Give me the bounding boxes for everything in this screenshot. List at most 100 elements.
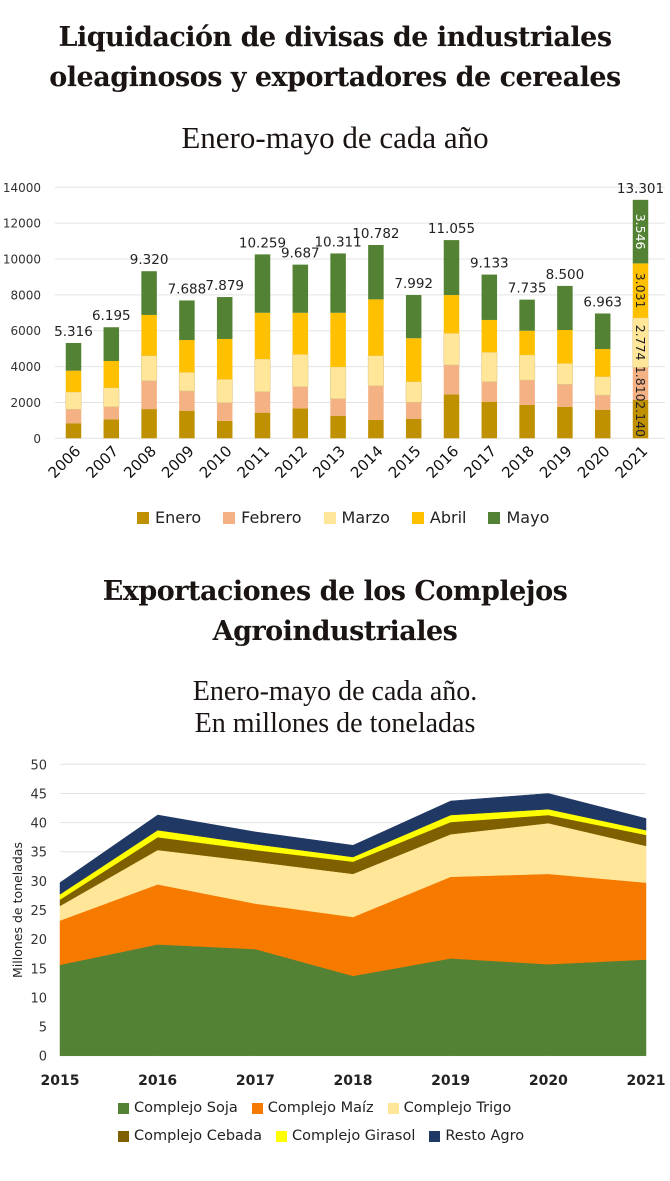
legend-label: Complejo Cebada (134, 1128, 263, 1144)
bar-segment-febrero (443, 364, 460, 395)
x-tick-label: 2019 (431, 1073, 470, 1089)
bar-segment-marzo (594, 376, 611, 396)
bar-segment-febrero (632, 367, 649, 400)
y-tick-label: 20 (30, 933, 47, 948)
bar-segment-marzo (103, 387, 120, 408)
bar-segment-mayo (141, 271, 157, 315)
bar-segment-enero (216, 420, 233, 439)
area-complejo-cebada (59, 814, 647, 907)
x-tick-label: 2021 (627, 1073, 666, 1089)
bar-total-label: 9.687 (281, 246, 320, 262)
x-tick-label: 2015 (41, 1073, 80, 1089)
chart2-legend-row2: Complejo Cebada Complejo Girasol Resto Agr… (118, 1128, 538, 1144)
x-tick-label: 2008 (120, 442, 160, 482)
bar-segment-mayo (443, 240, 460, 296)
y-tick-label: 0 (33, 432, 41, 446)
bar-segment-enero (292, 408, 309, 439)
bar-segment-mayo (481, 274, 498, 320)
bar-segment-mayo (405, 295, 422, 339)
bar-segment-enero (254, 412, 271, 439)
bar-segment-abril (481, 319, 498, 353)
y-tick-label: 30 (30, 875, 47, 890)
bar-segment-febrero (405, 402, 422, 419)
bar-segment-febrero (519, 380, 535, 405)
legend-label: Mayo (506, 508, 550, 527)
bar-total-label: 8.500 (546, 267, 585, 283)
bar-segment-marzo (405, 381, 422, 403)
bar-segment-marzo (443, 332, 460, 366)
chart1-title-line2: oleaginosos y exportadores de cereales (49, 62, 621, 93)
bar-total-label: 13.301 (617, 181, 664, 197)
area-complejo-soja (59, 944, 647, 1056)
bar-segment-abril (292, 312, 309, 355)
y-tick-label: 5 (39, 1021, 47, 1036)
x-tick-label: 2017 (236, 1073, 275, 1089)
legend-swatch (411, 511, 424, 524)
bar-segment-marzo (556, 363, 573, 385)
x-tick-label: 2016 (138, 1073, 177, 1089)
bar-segment-mayo (65, 342, 82, 371)
x-tick-label: 2012 (271, 442, 311, 482)
legend-item: Febrero (223, 508, 302, 527)
y-tick-label: 2000 (10, 396, 41, 410)
legend-item: Complejo Maíz (251, 1100, 374, 1116)
bar-segment-abril (632, 263, 649, 318)
area-complejo-girasol (59, 808, 647, 900)
bar-total-label: 10.782 (352, 226, 399, 242)
bar-segment-mayo (216, 297, 233, 339)
bar-segment-enero (405, 418, 422, 439)
y-tick-label: 15 (30, 962, 47, 977)
legend-swatch (387, 1102, 399, 1114)
area-resto-agro (59, 793, 647, 895)
bar-segment-enero (103, 419, 120, 439)
legend-item: Resto Agro (429, 1128, 524, 1144)
legend-label: Complejo Girasol (292, 1128, 416, 1144)
legend-swatch (223, 511, 236, 524)
x-tick-label: 2014 (347, 442, 387, 482)
bar-segment-abril (103, 361, 120, 388)
bar-segment-enero (557, 406, 573, 439)
y-tick-label: 10 (30, 991, 47, 1006)
bar-segment-mayo (557, 285, 573, 331)
bar-segment-marzo (367, 355, 384, 387)
bar-segment-mayo (254, 254, 271, 313)
legend-swatch (251, 1102, 263, 1114)
bar-segment-mayo (103, 327, 120, 362)
bar-segment-marzo (216, 379, 233, 403)
x-tick-label: 2019 (536, 442, 576, 482)
bar-segment-enero (368, 420, 384, 439)
segment-value-label: 3.546 (633, 214, 648, 250)
bar-total-label: 6.195 (92, 308, 131, 324)
bar-segment-mayo (330, 253, 346, 313)
y-tick-label: 40 (30, 817, 47, 832)
legend-item: Abril (411, 508, 466, 527)
y-tick-label: 14000 (3, 181, 41, 195)
legend-item: Complejo Cebada (118, 1128, 262, 1144)
bar-segment-enero (519, 404, 535, 439)
bar-segment-mayo (368, 244, 384, 300)
x-tick-label: 2020 (529, 1073, 568, 1089)
x-tick-label: 2020 (574, 442, 614, 482)
legend-label: Marzo (341, 508, 390, 527)
y-tick-label: 10000 (3, 253, 41, 267)
bar-total-label: 10.259 (239, 235, 286, 251)
x-tick-label: 2007 (82, 442, 122, 482)
x-tick-label: 2021 (612, 442, 652, 482)
y-tick-label: 4000 (10, 360, 41, 374)
bar-total-label: 11.055 (428, 221, 475, 237)
bar-segment-marzo (254, 358, 271, 392)
y-tick-label: 45 (30, 787, 47, 802)
legend-item: Complejo Trigo (387, 1100, 512, 1116)
x-tick-label: 2018 (498, 442, 538, 482)
bar-segment-enero (443, 394, 460, 439)
chart1-legend: Enero Febrero Marzo Abril Mayo (137, 508, 571, 527)
bar-segment-febrero (179, 390, 195, 411)
bar-total-label: 9.133 (470, 256, 509, 272)
legend-item: Enero (137, 508, 201, 527)
chart2-title-line2: Agroindustriales (212, 616, 458, 647)
x-tick-label: 2017 (460, 442, 500, 482)
legend-label: Complejo Trigo (403, 1100, 512, 1116)
bar-total-label: 7.735 (508, 281, 547, 297)
x-tick-label: 2013 (309, 442, 349, 482)
chart2-subtitle-line1: Enero-mayo de cada año. (192, 676, 478, 707)
